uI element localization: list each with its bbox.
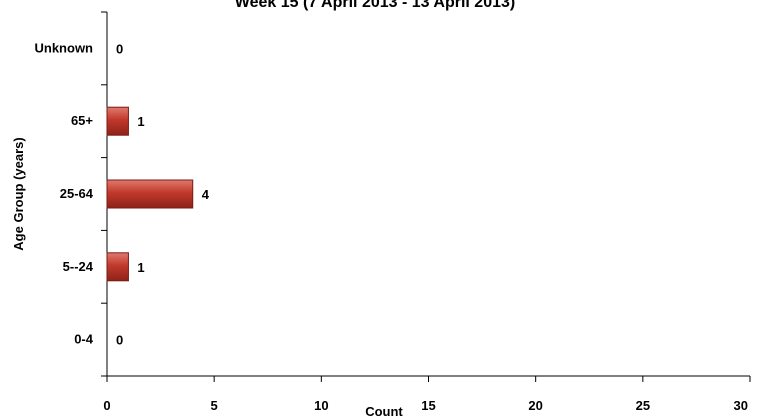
chart-title: Week 15 (7 April 2013 - 13 April 2013) bbox=[235, 0, 515, 11]
x-tick-label: 10 bbox=[314, 398, 328, 413]
y-axis-title: Age Group (years) bbox=[11, 137, 26, 250]
x-tick-label: 20 bbox=[528, 398, 542, 413]
category-label: Unknown bbox=[35, 40, 94, 55]
bar bbox=[106, 106, 129, 136]
data-label: 1 bbox=[137, 260, 144, 275]
bars-layer: 0 1 4 1 0 bbox=[106, 41, 210, 348]
category-label: 25-64 bbox=[60, 186, 94, 201]
x-tick-label: 25 bbox=[636, 398, 650, 413]
x-tick-label: 0 bbox=[103, 398, 110, 413]
x-tick-label: 30 bbox=[734, 398, 748, 413]
bar bbox=[106, 252, 129, 282]
x-ticks-layer: 0 5 10 15 20 25 30 bbox=[103, 376, 751, 413]
data-label: 0 bbox=[116, 333, 123, 348]
x-axis-title: Count bbox=[365, 404, 403, 419]
data-label: 4 bbox=[202, 187, 210, 202]
x-tick-label: 15 bbox=[421, 398, 435, 413]
category-label: 5--24 bbox=[63, 259, 94, 274]
category-label: 0-4 bbox=[74, 332, 94, 347]
x-tick-label: 5 bbox=[211, 398, 218, 413]
y-ticks-layer: Unknown 65+ 25-64 5--24 0-4 bbox=[35, 11, 107, 377]
data-label: 0 bbox=[116, 41, 123, 56]
bar bbox=[106, 179, 194, 209]
category-label: 65+ bbox=[71, 113, 93, 128]
data-label: 1 bbox=[137, 114, 144, 129]
